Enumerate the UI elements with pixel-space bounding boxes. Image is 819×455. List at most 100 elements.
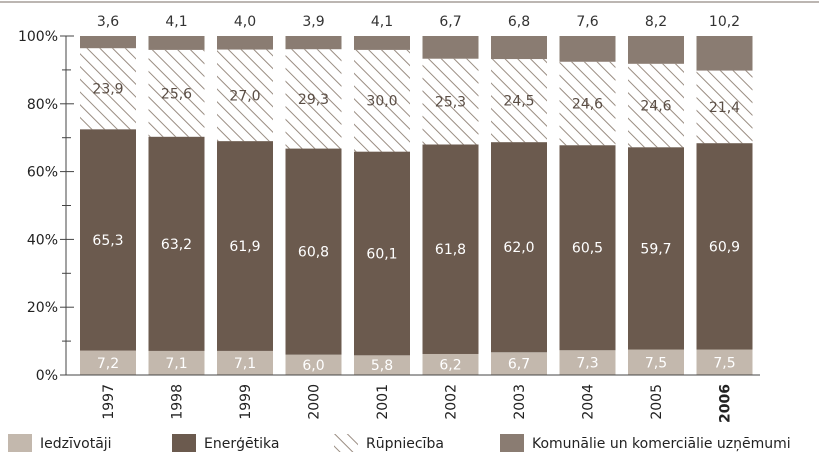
bar-segment-energy-2002	[422, 144, 479, 354]
bar-segment-residential-2006	[696, 349, 753, 375]
legend-swatch-commercial	[500, 434, 524, 452]
bar-segment-energy-2000	[285, 148, 342, 355]
legend: Iedzīvotāji Enerģētika Rūpniecība Komunā…	[0, 430, 819, 455]
data-label-industry-1998: 25,6	[161, 86, 192, 102]
x-tick-label-1999: 1999	[238, 384, 254, 420]
data-label-residential-2005: 7,5	[645, 355, 667, 371]
data-label-energy-2000: 60,8	[298, 245, 329, 261]
y-tick-label-100: 100%	[18, 29, 58, 45]
data-label-residential-1999: 7,1	[234, 356, 256, 372]
bar-segment-industry-1997	[80, 48, 136, 130]
bar-segment-residential-1998	[148, 350, 205, 375]
data-label-residential-2001: 5,8	[371, 358, 393, 374]
x-axis-labels: 1997 1998 1999 2000 2001 2002 2003 2004 2005 2006	[101, 384, 734, 423]
x-tick-label-1997: 1997	[101, 384, 117, 420]
bars-group: 7,2 65,3 23,9 7,1 63,2 25,6 7,1 61,9 27,0 6,0 60,8…	[80, 36, 753, 375]
bar-segment-energy-1999	[217, 141, 273, 351]
data-label-industry-2005: 24,6	[640, 98, 671, 114]
bar-segment-energy-1997	[80, 129, 136, 351]
legend-swatch-industry	[334, 434, 358, 452]
x-tick-label-2005: 2005	[649, 384, 665, 420]
bar-segment-residential-2001	[354, 355, 410, 375]
data-label-commercial-2003: 6,8	[508, 14, 530, 30]
bar-segment-industry-2000	[285, 49, 342, 149]
y-tick-label-60: 60%	[27, 165, 58, 181]
bar-segment-commercial-2001	[354, 36, 410, 50]
data-label-industry-2002: 25,3	[435, 95, 466, 111]
bar-segment-residential-2002	[422, 353, 479, 375]
data-label-commercial-1999: 4,0	[234, 14, 256, 30]
bar-segment-residential-2004	[559, 350, 616, 375]
y-tick-label-80: 80%	[27, 97, 58, 113]
bar-segment-industry-2006	[696, 70, 753, 144]
data-label-commercial-2006: 10,2	[709, 14, 740, 30]
y-tick-label-40: 40%	[27, 232, 58, 248]
legend-swatch-energy	[172, 434, 196, 452]
legend-label-energy: Enerģētika	[204, 436, 280, 452]
bar-segment-commercial-1999	[217, 36, 273, 50]
bar-segment-residential-1997	[80, 350, 136, 375]
bar-segment-commercial-2006	[696, 36, 753, 71]
data-label-industry-2006: 21,4	[709, 100, 740, 116]
bar-segment-industry-2001	[354, 49, 410, 152]
data-label-energy-2002: 61,8	[435, 242, 466, 258]
data-label-commercial-2004: 7,6	[576, 14, 598, 30]
data-label-commercial-2000: 3,9	[302, 14, 324, 30]
bar-segment-commercial-2003	[491, 36, 547, 60]
bar-segment-commercial-2000	[285, 36, 342, 50]
y-tick-label-0: 0%	[36, 368, 58, 384]
bar-segment-residential-2003	[491, 352, 547, 375]
data-label-energy-2004: 60,5	[572, 241, 603, 257]
data-label-commercial-1997: 3,6	[97, 14, 119, 30]
legend-swatch-residential	[8, 434, 32, 452]
bar-segment-industry-2004	[559, 61, 616, 146]
data-label-commercial-2002: 6,7	[439, 14, 461, 30]
data-label-energy-2001: 60,1	[366, 246, 397, 262]
legend-label-residential: Iedzīvotāji	[40, 436, 112, 452]
bar-segment-residential-1999	[217, 350, 273, 375]
data-label-residential-2004: 7,3	[576, 356, 598, 372]
bar-segment-industry-2002	[422, 58, 479, 145]
bar-segment-commercial-1997	[80, 36, 136, 49]
bar-segment-residential-2005	[628, 349, 684, 375]
data-label-commercial-2005: 8,2	[645, 14, 667, 30]
data-label-residential-2002: 6,2	[439, 357, 461, 373]
stacked-bar-chart: 3,6 4,1 4,0 3,9 4,1 6,7 6,8 7,6 8,2 10,2 7,2 65,3 2…	[0, 1, 819, 423]
data-label-industry-2004: 24,6	[572, 96, 603, 112]
bar-segment-energy-2004	[559, 145, 616, 351]
bar-segment-industry-1998	[148, 49, 205, 137]
x-tick-label-2006: 2006	[718, 384, 734, 423]
legend-label-industry: Rūpniecība	[366, 436, 444, 452]
data-label-energy-1999: 61,9	[229, 239, 260, 255]
bar-segment-energy-2006	[696, 143, 753, 350]
bar-segment-industry-2003	[491, 59, 547, 143]
data-label-energy-1997: 65,3	[92, 233, 123, 249]
data-label-energy-2005: 59,7	[640, 241, 671, 257]
x-tick-label-2001: 2001	[375, 384, 391, 420]
bar-segment-industry-1999	[217, 49, 273, 142]
bar-segment-energy-2001	[354, 151, 410, 356]
data-label-residential-1997: 7,2	[97, 356, 119, 372]
bar-segment-commercial-2005	[628, 36, 684, 64]
bar-segment-commercial-2002	[422, 36, 479, 59]
x-tick-label-2003: 2003	[512, 384, 528, 420]
data-label-commercial-1998: 4,1	[165, 14, 187, 30]
top-value-labels: 3,6 4,1 4,0 3,9 4,1 6,7 6,8 7,6 8,2 10,2	[97, 14, 740, 30]
data-label-energy-2006: 60,9	[709, 239, 740, 255]
data-label-industry-2000: 29,3	[298, 92, 329, 108]
bar-segment-commercial-1998	[148, 36, 205, 50]
bar-segment-residential-2000	[285, 354, 342, 375]
y-tick-label-20: 20%	[27, 300, 58, 316]
bar-segment-energy-1998	[148, 136, 205, 351]
bar-segment-industry-2005	[628, 63, 684, 148]
data-label-industry-1999: 27,0	[229, 88, 260, 104]
data-label-energy-1998: 63,2	[161, 237, 192, 253]
x-tick-label-2000: 2000	[307, 384, 323, 420]
x-tick-label-2002: 2002	[444, 384, 460, 420]
data-label-commercial-2001: 4,1	[371, 14, 393, 30]
data-label-energy-2003: 62,0	[503, 240, 534, 256]
data-label-industry-2001: 30,0	[366, 94, 397, 110]
data-label-residential-2000: 6,0	[302, 358, 324, 374]
data-label-industry-2003: 24,5	[503, 94, 534, 110]
bar-segment-commercial-2004	[559, 36, 616, 62]
